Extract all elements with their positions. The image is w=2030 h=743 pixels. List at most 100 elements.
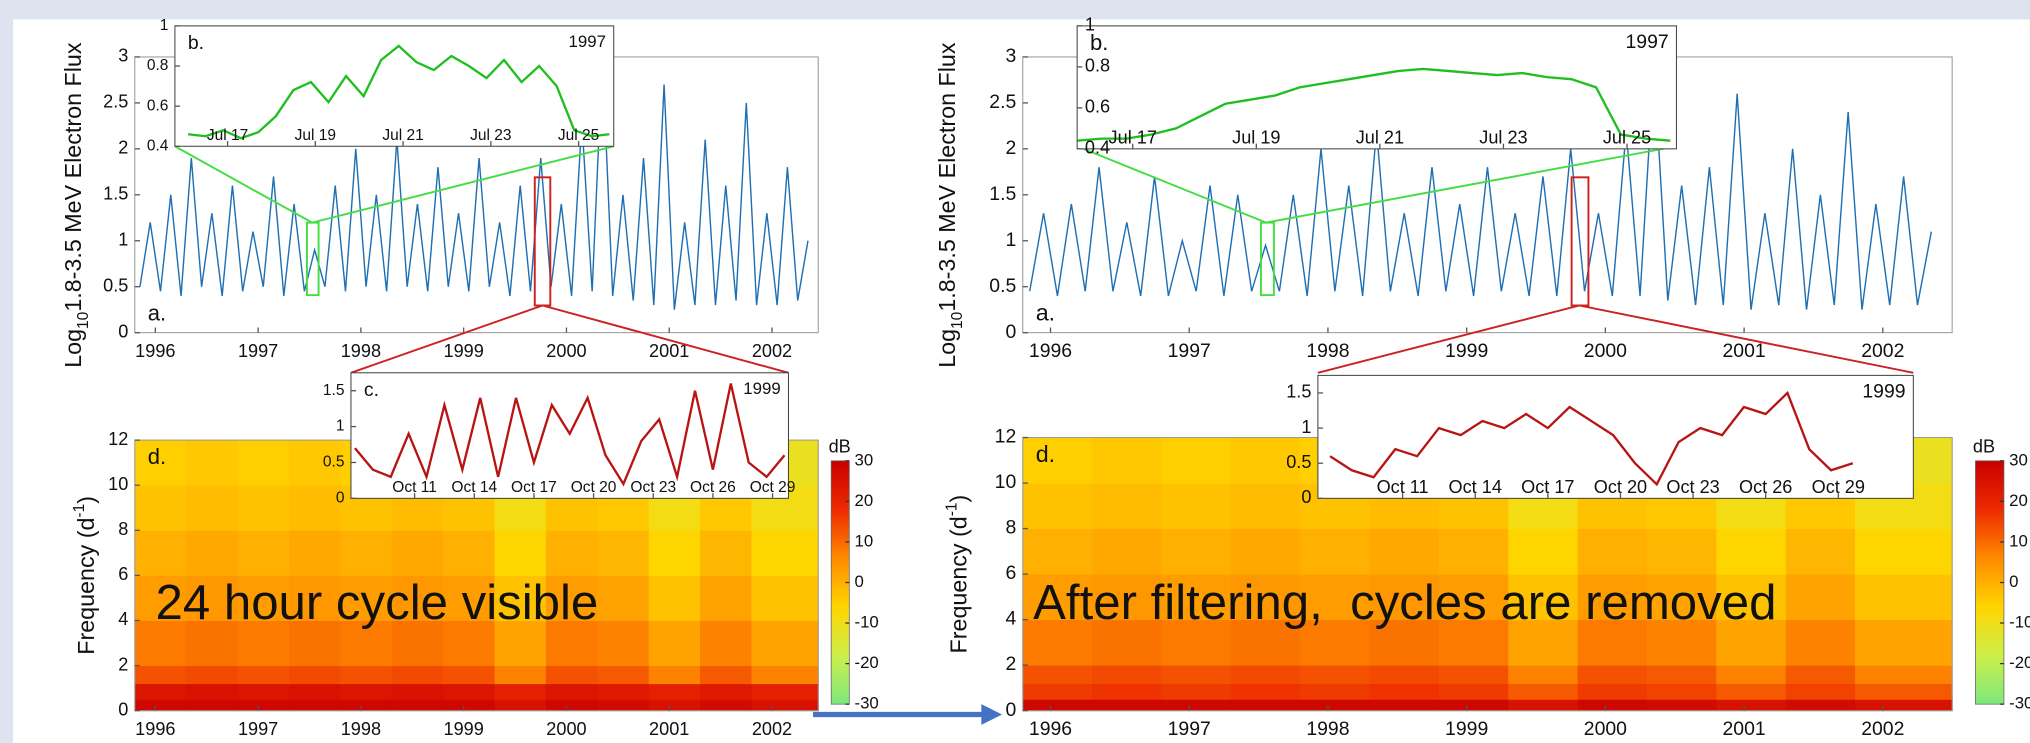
heat-cell	[648, 699, 701, 712]
x-tick-label: 1999	[1445, 718, 1488, 740]
y-tick-label: 1	[1005, 229, 1016, 251]
heat-cell	[391, 620, 444, 667]
y-tick-label: 2.5	[989, 91, 1016, 113]
year-label: 1997	[569, 32, 606, 51]
heat-cell	[751, 575, 819, 621]
y-tick-label: 10	[995, 471, 1017, 493]
x-tick-label: Oct 23	[630, 479, 676, 496]
y-tick-label: 1.5	[989, 183, 1016, 205]
heat-cell	[597, 620, 650, 667]
y-tick-label: 0	[1005, 321, 1016, 343]
x-tick-label: 2001	[649, 341, 689, 361]
heat-cell	[1161, 665, 1232, 684]
heat-cell	[1508, 683, 1579, 700]
y-tick-label: 2	[1005, 653, 1016, 675]
heat-cell	[751, 530, 819, 576]
x-tick-label: 1997	[1168, 340, 1211, 362]
heat-cell	[700, 530, 752, 576]
heat-cell	[1230, 699, 1301, 712]
y-axis-label-part: -1	[943, 502, 960, 516]
y-axis-label: Frequency (d-1)	[943, 495, 972, 654]
heat-cell	[1577, 683, 1648, 700]
heat-cell	[186, 485, 239, 531]
panel: 0 0.5 1 1.5 2 2.5 3 1996 1997 1998 1999 2000 2001 200…	[934, 42, 1953, 368]
heat-cell	[1369, 699, 1440, 712]
x-tick-label: 1997	[238, 719, 278, 739]
arrow	[813, 704, 1003, 725]
y-tick-label: 0.6	[147, 97, 169, 114]
y-tick-label: 1	[160, 17, 169, 34]
colorbar-tick-label: 0	[854, 572, 863, 591]
heat-cell	[1161, 483, 1232, 530]
heat-cell	[751, 683, 819, 700]
x-tick-label: Oct 29	[1812, 477, 1865, 497]
heat-cell	[1230, 683, 1301, 700]
heat-cell	[1022, 437, 1093, 484]
heat-cell	[288, 683, 341, 700]
x-tick-label: Jul 21	[1356, 127, 1404, 147]
heat-cell	[1646, 619, 1717, 666]
heat-cell	[186, 530, 239, 576]
x-tick-label: 1998	[341, 341, 381, 361]
heat-cell	[1785, 683, 1856, 700]
heat-cell	[1646, 574, 1717, 621]
heat-cell	[1161, 437, 1232, 484]
heat-cell	[1230, 437, 1301, 484]
heat-cell	[1716, 619, 1787, 666]
y-tick-label: 2	[1005, 137, 1016, 159]
heat-cell	[134, 683, 187, 700]
x-tick-label: 1998	[341, 719, 381, 739]
y-tick-label: 0	[1301, 487, 1311, 507]
heat-cell	[237, 665, 290, 685]
x-tick-label: Jul 17	[1109, 127, 1157, 147]
colorbar-tick-label: -30	[2009, 694, 2030, 713]
heat-cell	[648, 683, 701, 700]
colorbar-tick-label: 30	[854, 450, 873, 469]
y-tick-label: 3	[118, 46, 128, 66]
x-tick-label: 2001	[649, 719, 689, 739]
panel-label: b.	[188, 32, 204, 54]
x-tick-label: Jul 25	[1603, 127, 1651, 147]
heat-cell	[1300, 683, 1371, 700]
colorbar-tick-label: 20	[854, 491, 873, 510]
heat-cell	[1716, 528, 1787, 575]
panel-label: a.	[148, 300, 166, 325]
heat-cell	[1508, 665, 1579, 684]
heat-cell	[1716, 574, 1787, 621]
heat-cell	[134, 485, 187, 531]
heat-cell	[1092, 619, 1163, 666]
heat-cell	[1785, 619, 1856, 666]
heat-cell	[1022, 528, 1093, 575]
colorbar-tick-label: -20	[2009, 653, 2030, 672]
heat-cell	[545, 530, 598, 576]
colorbar-tick-label: 30	[2009, 450, 2028, 469]
heat-cell	[237, 575, 290, 621]
y-axis-label-part: )	[73, 496, 99, 504]
heat-cell	[1022, 574, 1093, 621]
heat-cell	[1022, 683, 1093, 700]
heat-cell	[391, 665, 444, 685]
heat-cell	[134, 620, 187, 667]
heat-cell	[1785, 665, 1856, 684]
heat-cell	[1369, 683, 1440, 700]
heat-cell	[648, 665, 701, 685]
y-axis-label-part: Log	[60, 329, 86, 368]
heat-cell	[134, 699, 187, 712]
x-tick-label: 1999	[1445, 340, 1488, 362]
heat-cell	[1855, 665, 1953, 684]
heat-cell	[597, 665, 650, 685]
heat-cell	[1438, 665, 1509, 684]
heat-cell	[700, 665, 752, 685]
heat-cell	[1577, 665, 1648, 684]
heat-cell	[340, 665, 393, 685]
heat-cell	[648, 575, 701, 621]
y-axis-label-part: Frequency (d	[946, 516, 972, 653]
heat-cell	[494, 665, 547, 685]
y-tick-label: 3	[1005, 45, 1016, 67]
heat-cell	[545, 620, 598, 667]
heat-cell	[288, 440, 341, 486]
y-tick-label: 0.5	[989, 275, 1016, 297]
y-tick-label: 0.5	[103, 275, 128, 295]
year-label: 1997	[1626, 31, 1669, 53]
axes-frame	[174, 25, 615, 147]
